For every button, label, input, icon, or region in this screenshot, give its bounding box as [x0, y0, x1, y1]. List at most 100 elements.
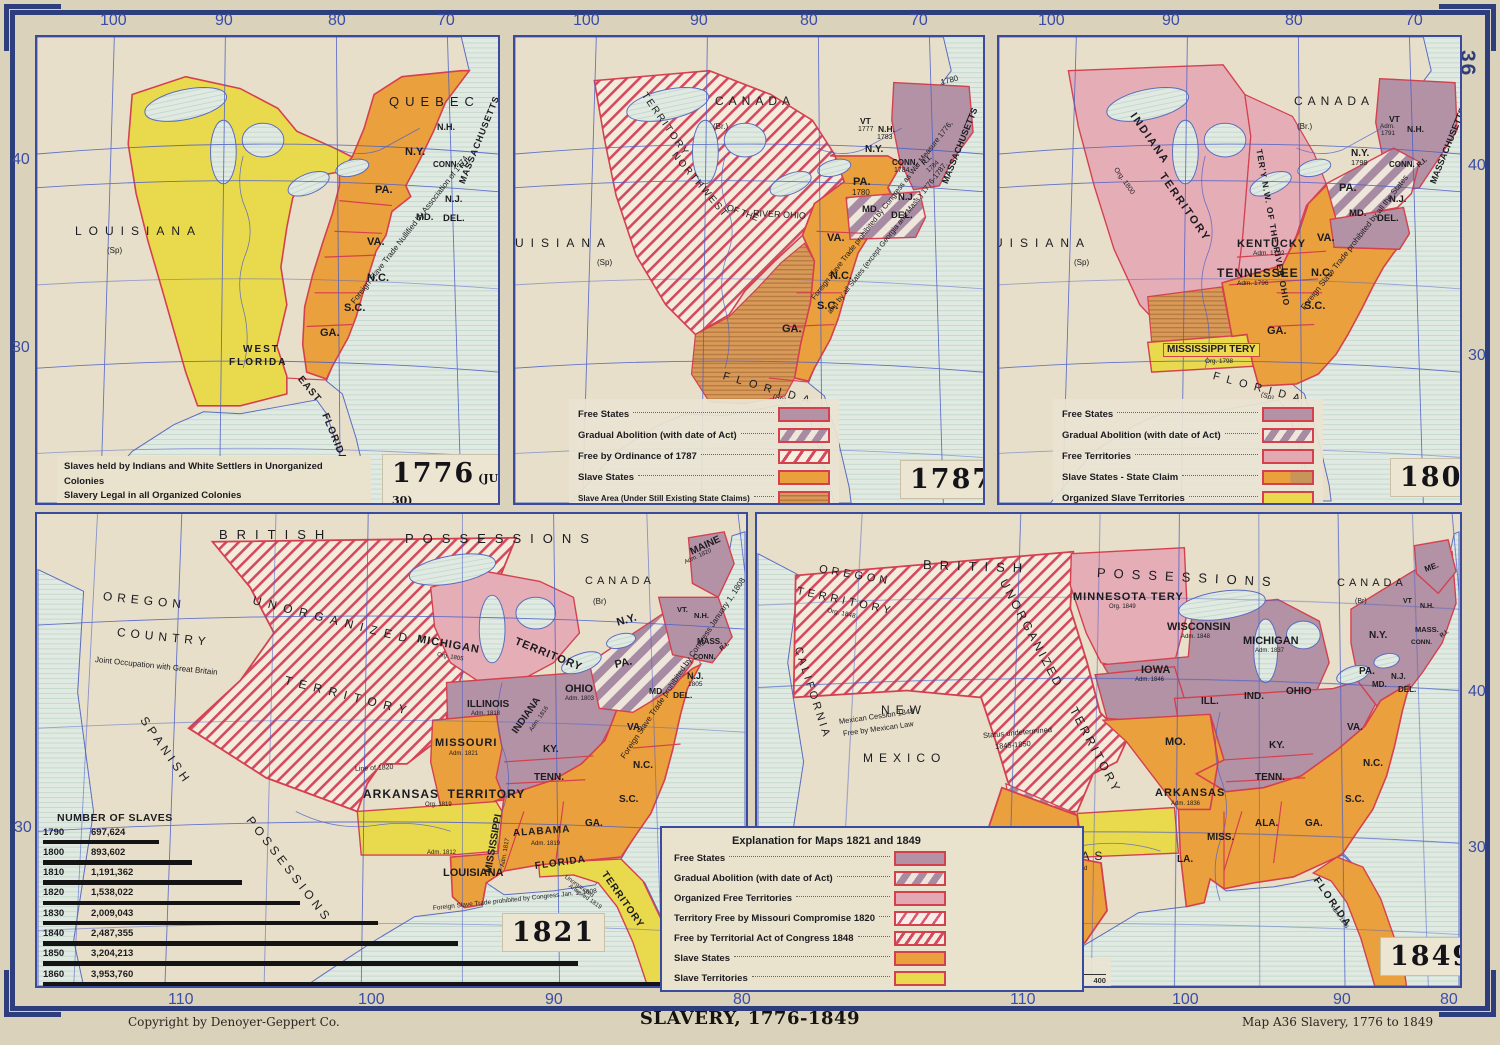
year-label: 1821 [512, 917, 596, 948]
legend-swatch [894, 850, 946, 866]
legend-swatch [894, 890, 946, 906]
legend-swatch [1262, 407, 1314, 422]
year-plate-1776: 1776(JUNE 30) [383, 455, 498, 503]
map-1776 [37, 37, 498, 503]
legend-row: Free States [578, 404, 830, 425]
slaves-count: 1,538,022 [91, 887, 134, 899]
caption-line: Slavery Legal in all Organized Colonies [64, 490, 242, 502]
legend-row: Organized Slave Territories [1062, 488, 1314, 504]
year-plate-1849: 1849 [1381, 938, 1460, 975]
slaves-count: 893,602 [91, 846, 126, 858]
legend-leader [637, 475, 774, 476]
legend-label: Gradual Abolition (with date of Act) [578, 430, 737, 441]
slaves-row: 1860 3,953,760 [43, 968, 743, 986]
slaves-bar [43, 900, 300, 906]
legend-label: Gradual Abolition (with date of Act) [1062, 430, 1221, 441]
legend-swatch [1262, 470, 1314, 485]
corner-bracket [4, 4, 61, 51]
legend-swatch [894, 970, 946, 986]
legend-swatch [778, 428, 830, 443]
slaves-year: 1830 [43, 907, 65, 919]
legend-label: Free States [674, 852, 726, 864]
slaves-row: 1810 1,191,362 [43, 867, 743, 885]
slaves-row: 1800 893,602 [43, 847, 743, 865]
year-plate-1800: 1800 [1391, 459, 1462, 496]
legend-leader [1182, 475, 1258, 476]
slaves-count: 2,487,355 [91, 928, 134, 939]
legend-label: Free Territories [1062, 451, 1131, 462]
legend-leader [729, 855, 890, 857]
year-label: 1776 [392, 458, 476, 489]
legend-1787: Free States Gradual Abolition (with date … [569, 399, 839, 503]
legend-label: Territory Free by Missouri Compromise 18… [674, 912, 875, 924]
legend-row: Slave States [578, 467, 830, 488]
legend-label: Slave Territories [674, 972, 748, 984]
legend-label: Slave States [674, 952, 730, 964]
slaves-row: 1820 1,538,022 [43, 887, 743, 906]
legend-row: Gradual Abolition (with date of Act) [1062, 425, 1314, 446]
slaves-year: 1850 [43, 948, 65, 960]
map-1787 [515, 37, 983, 503]
legend-leader [753, 496, 774, 497]
legend-label: Free States [578, 409, 630, 420]
legend-label: Organized Slave Territories [1062, 493, 1185, 504]
legend-leader [878, 915, 890, 917]
year-label: 1849 [1390, 941, 1460, 972]
legend-swatch [778, 491, 830, 503]
legend-label: Gradual Abolition (with date of Act) [674, 872, 833, 884]
caption-line: Slaves held by Indians and White Settler… [64, 461, 323, 487]
slaves-year: 1860 [43, 968, 65, 980]
legend-swatch [894, 910, 946, 926]
explanation-rows: Free States Gradual Abolition (with date … [674, 848, 1070, 988]
legend-label: Free by Ordinance of 1787 [578, 451, 697, 462]
slaves-count: 1,191,362 [91, 867, 134, 879]
slaves-year: 1840 [43, 928, 65, 939]
year-plate-1821: 1821 [503, 914, 605, 951]
legend-leader [1188, 496, 1258, 497]
legend-label: Slave Area (Under Still Existing State C… [578, 494, 750, 503]
slaves-year: 1810 [43, 867, 65, 879]
slaves-bar [43, 880, 242, 885]
map-panel-1800: CANADA (Br.) INDIANA TERRITORY Org. 1800 TER'… [997, 35, 1462, 505]
slaves-year: 1800 [43, 846, 65, 858]
year-label: 1800 [1400, 462, 1462, 493]
legend-label: Slave States [578, 472, 634, 483]
legend-row: Free States [674, 848, 946, 868]
legend-leader [633, 412, 774, 413]
legend-swatch [778, 470, 830, 485]
explanation-legend: Explanation for Maps 1821 and 1849 Free … [660, 826, 1084, 992]
map-panel-1776: QUEBEC N.H. MASSACHUSETTS N.Y. CONN. R.I. PA. N… [35, 35, 500, 505]
legend-swatch [1262, 428, 1314, 443]
legend-leader [740, 433, 774, 434]
caption-1776: Slaves held by Indians and White Settler… [57, 456, 371, 503]
legend-row: Free by Ordinance of 1787 [578, 446, 830, 467]
slaves-year: 1790 [43, 826, 65, 838]
legend-row: Slave States [674, 948, 946, 968]
slaves-bar [43, 981, 703, 986]
explanation-title: Explanation for Maps 1821 and 1849 [732, 835, 921, 847]
legend-swatch [778, 449, 830, 464]
slaves-chart-title: NUMBER OF SLAVES [57, 812, 173, 824]
legend-row: Slave Territories [674, 968, 946, 988]
legend-leader [1224, 433, 1258, 434]
legend-row: Territory Free by Missouri Compromise 18… [674, 908, 946, 928]
legend-leader [1117, 412, 1258, 413]
legend-leader [796, 895, 890, 897]
map-1821 [37, 514, 746, 986]
legend-leader [836, 875, 890, 877]
slaves-chart: NUMBER OF SLAVES 1790 697,624 1800 893,602 1… [43, 812, 743, 986]
legend-leader [751, 975, 890, 977]
map-1800 [999, 37, 1460, 503]
map-reference: Map A36 Slavery, 1776 to 1849 [1242, 1015, 1434, 1029]
legend-label: Free States [1062, 409, 1114, 420]
legend-row: Slave Area (Under Still Existing State C… [578, 488, 830, 503]
slaves-chart-rows: 1790 697,624 1800 893,602 1810 1,191,362 1820 1… [43, 826, 743, 986]
slaves-count: 3,953,760 [91, 968, 134, 980]
slaves-bar [43, 860, 193, 865]
corner-bracket [1439, 970, 1496, 1017]
legend-swatch [1262, 491, 1314, 503]
legend-label: Organized Free Territories [674, 892, 793, 904]
slaves-count: 2,009,043 [91, 907, 134, 919]
legend-row: Organized Free Territories [674, 888, 946, 908]
